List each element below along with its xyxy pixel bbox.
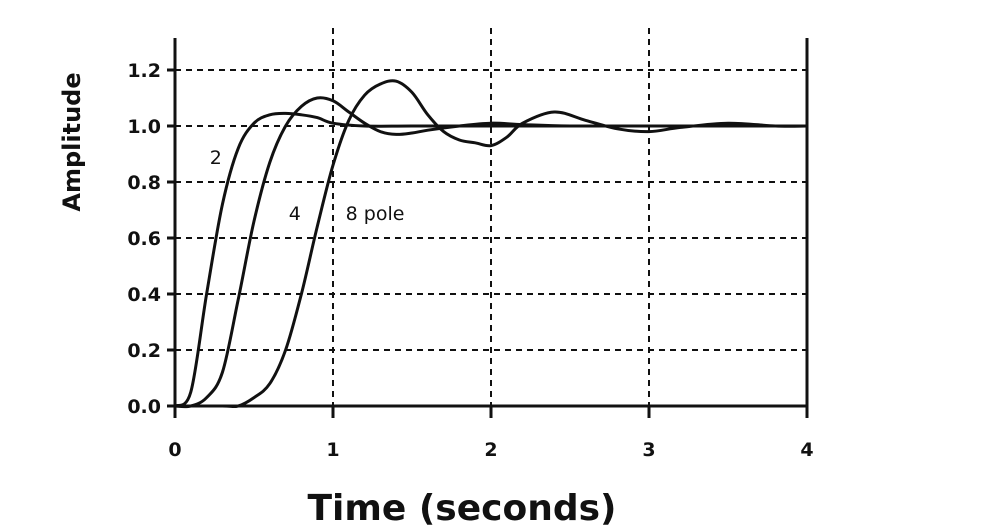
x-tick-label: 2 (484, 439, 497, 461)
y-tick-label: 0.2 (127, 340, 161, 362)
grid-lines (175, 28, 807, 406)
x-tick-label: 0 (168, 439, 181, 461)
y-tick-label: 0.4 (127, 284, 161, 306)
y-tick-label: 1.0 (127, 116, 161, 138)
x-tick-label: 1 (326, 439, 339, 461)
axes (167, 38, 809, 418)
tick-labels: 0.0 0.2 0.4 0.6 0.8 1.0 1.2 0 1 2 3 4 (127, 60, 813, 461)
x-axis-label: Time (seconds) (307, 488, 616, 529)
y-axis-label: Amplitude (58, 72, 86, 211)
y-tick-label: 0.8 (127, 172, 161, 194)
curve-annotation: 2 (210, 147, 222, 169)
series-lines (174, 79, 808, 409)
x-tick-label: 3 (642, 439, 655, 461)
y-tick-label: 0.6 (127, 228, 161, 250)
curve-annotation: 4 (289, 203, 301, 225)
series-line-8-pole (175, 79, 808, 409)
y-tick-label: 0.0 (127, 396, 161, 418)
series-line-2 (174, 111, 807, 408)
curve-annotations: 2 4 8 pole (210, 147, 405, 225)
curve-annotation: 8 pole (346, 203, 405, 225)
y-tick-label: 1.2 (127, 60, 161, 82)
x-tick-label: 4 (800, 439, 813, 461)
